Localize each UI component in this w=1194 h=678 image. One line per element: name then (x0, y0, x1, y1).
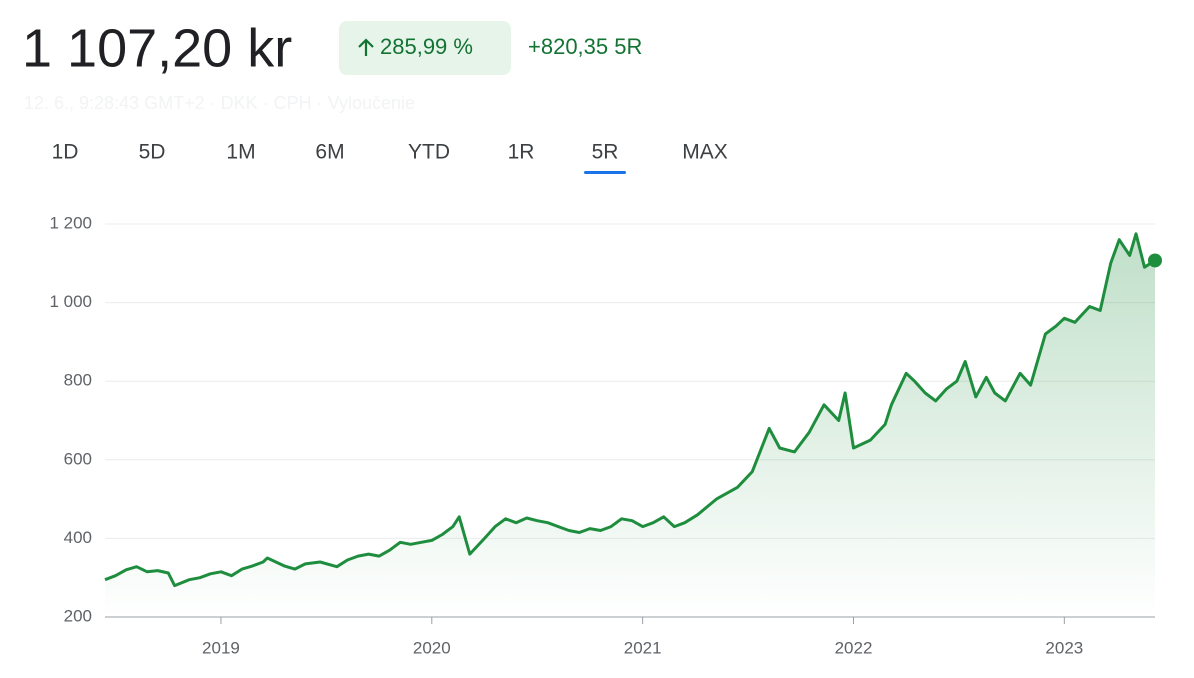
y-tick-label: 400 (64, 528, 92, 547)
x-tick-label: 2023 (1045, 638, 1083, 657)
x-tick-label: 2021 (624, 638, 662, 657)
change-badge (339, 21, 511, 75)
range-tab[interactable]: 5D (139, 141, 166, 164)
up-arrow (358, 38, 374, 56)
range-tab[interactable]: 1R (508, 141, 535, 164)
change-percent: 285,99 % (380, 34, 473, 59)
price: 1 107,20 kr (22, 18, 292, 78)
range-tab[interactable]: MAX (682, 141, 728, 164)
x-tick-label: 2020 (413, 638, 451, 657)
price-line (104, 232, 1156, 588)
plot: 200 400 600 800 1 000 1 200 2019 2020 2021 2022 20… (49, 213, 1162, 657)
y-tick-label: 600 (64, 449, 92, 468)
change-absolute: +820,35 5R (528, 34, 642, 59)
area (105, 233, 1155, 618)
y-tick-label: 800 (64, 371, 92, 390)
range-tab[interactable]: 5R (592, 141, 619, 164)
y-tick-label: 1 000 (49, 292, 92, 311)
range-tab[interactable]: 6M (315, 141, 344, 164)
x-tick-label: 2022 (835, 638, 873, 657)
tabs: 1D 5D 1M 6M YTD 1R 5R MAX (52, 141, 728, 174)
active-tab-underline (584, 171, 626, 174)
meta: 12. 6., 9:28:43 GMT+2 · DKK · CPH · Vylo… (24, 93, 415, 113)
range-tab[interactable]: YTD (408, 141, 450, 164)
range-tab[interactable]: 1D (52, 141, 79, 164)
range-tab[interactable]: 1M (226, 141, 255, 164)
last-point (1148, 253, 1162, 268)
y-tick-label: 1 200 (49, 213, 92, 232)
x-tick-label: 2019 (202, 638, 240, 657)
y-tick-label: 200 (64, 606, 92, 625)
